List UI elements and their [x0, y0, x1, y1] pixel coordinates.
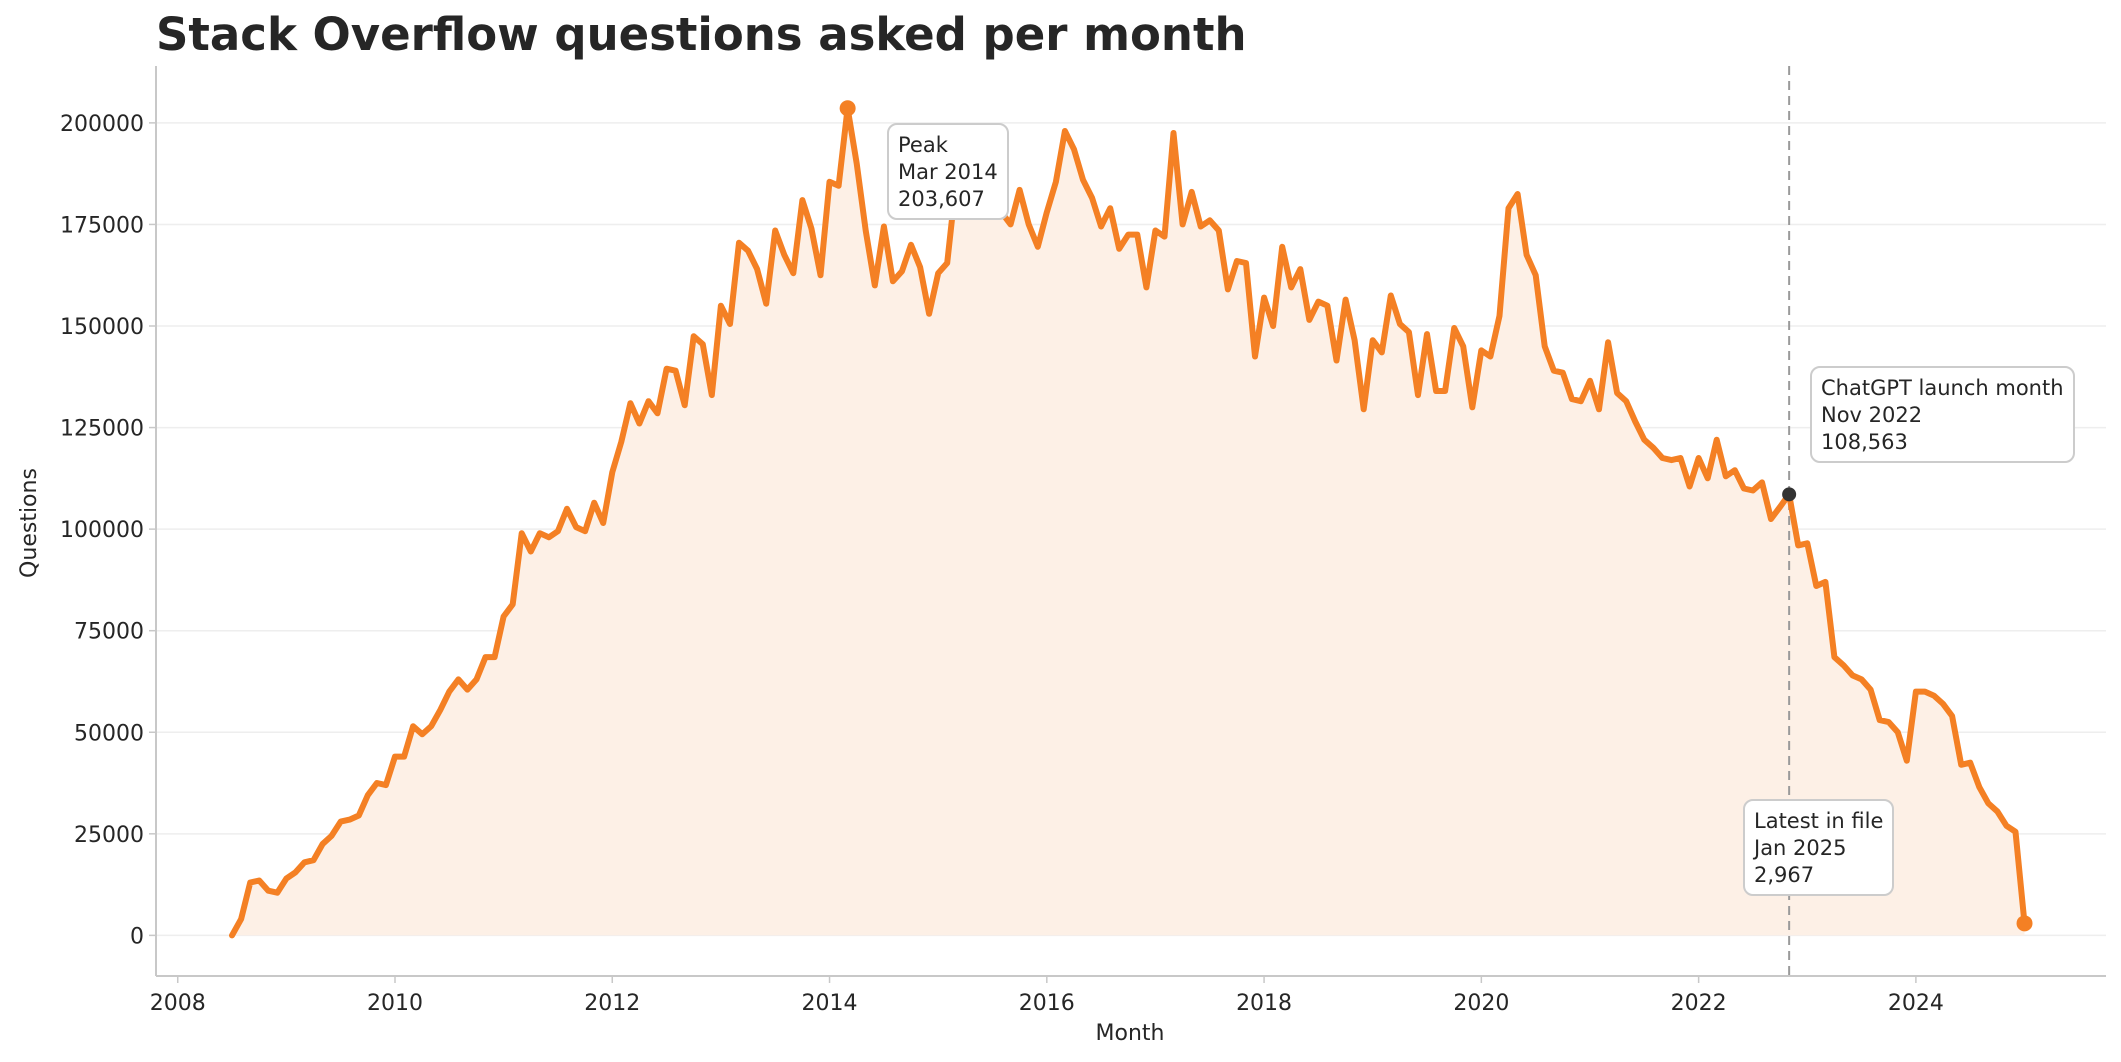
x-tick-label: 2022 — [1671, 991, 1727, 1016]
peak-annotation-line: Mar 2014 — [898, 160, 998, 184]
y-tick-label: 50000 — [74, 721, 144, 746]
latest-annotation-line: 2,967 — [1754, 863, 1814, 887]
series-area-fill — [232, 108, 2025, 936]
chart-title: Stack Overflow questions asked per month — [156, 8, 1247, 61]
peak-point-marker — [839, 100, 856, 117]
peak-annotation: Peak Mar 2014 203,607 — [887, 123, 1009, 220]
y-tick-label: 75000 — [74, 620, 144, 645]
x-tick-label: 2010 — [367, 991, 423, 1016]
latest-point-marker — [2016, 915, 2033, 932]
latest-annotation-box — [1743, 799, 1894, 896]
x-tick-label: 2018 — [1236, 991, 1292, 1016]
x-tick-label: 2014 — [802, 991, 858, 1016]
y-tick-label: 25000 — [74, 823, 144, 848]
x-tick-label: 2020 — [1453, 991, 1509, 1016]
y-tick-label: 125000 — [60, 417, 144, 442]
y-tick-label: 200000 — [60, 112, 144, 137]
chatgpt-point-marker — [1782, 487, 1797, 502]
x-tick-label: 2008 — [150, 991, 206, 1016]
axes-layer: 0 25000 50000 75000 100000 125000 150000 175000… — [60, 66, 2106, 1016]
y-tick-label: 175000 — [60, 213, 144, 238]
chatgpt-annotation-line: Nov 2022 — [1821, 403, 1922, 427]
chatgpt-annotation-line: ChatGPT launch month — [1821, 376, 2064, 400]
x-axis-label: Month — [1096, 1021, 1165, 1046]
latest-annotation: Latest in file Jan 2025 2,967 — [1743, 799, 1894, 896]
peak-annotation-box — [887, 123, 1009, 220]
series-line — [229, 105, 2028, 939]
x-tick-label: 2016 — [1019, 991, 1075, 1016]
x-tick-label: 2024 — [1888, 991, 1944, 1016]
chatgpt-annotation-box — [1810, 366, 2075, 463]
latest-annotation-line: Latest in file — [1754, 809, 1883, 833]
chatgpt-annotation: ChatGPT launch month Nov 2022 108,563 — [1810, 366, 2075, 463]
y-axis-label: Questions — [17, 468, 42, 578]
y-tick-label: 150000 — [60, 315, 144, 340]
y-tick-label: 100000 — [60, 518, 144, 543]
x-tick-label: 2012 — [584, 991, 640, 1016]
annotation-layer: Peak Mar 2014 203,607 ChatGPT launch month N… — [839, 100, 2075, 932]
peak-annotation-line: Peak — [898, 133, 949, 157]
y-tick-label: 0 — [130, 924, 144, 949]
chatgpt-annotation-line: 108,563 — [1821, 430, 1908, 454]
peak-annotation-line: 203,607 — [898, 187, 985, 211]
latest-annotation-line: Jan 2025 — [1752, 836, 1847, 860]
